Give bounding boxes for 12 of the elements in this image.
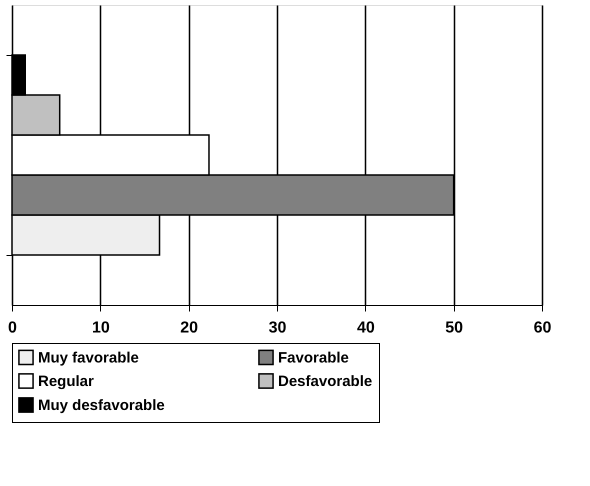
legend-label: Regular	[38, 373, 94, 390]
x-tick-label: 30	[268, 320, 286, 336]
x-tick-label: 50	[445, 320, 464, 336]
legend-label: Favorable	[278, 349, 349, 366]
x-tick-label: 20	[180, 320, 198, 336]
legend-label: Desfavorable	[278, 373, 372, 390]
x-tick-label: 0	[8, 320, 18, 336]
x-tick-label: 10	[92, 320, 110, 336]
x-tick-label: 40	[356, 320, 375, 336]
x-tick-label: 60	[534, 320, 552, 336]
legend-label: Muy favorable	[38, 349, 139, 366]
legend-label: Muy desfavorable	[38, 397, 165, 414]
